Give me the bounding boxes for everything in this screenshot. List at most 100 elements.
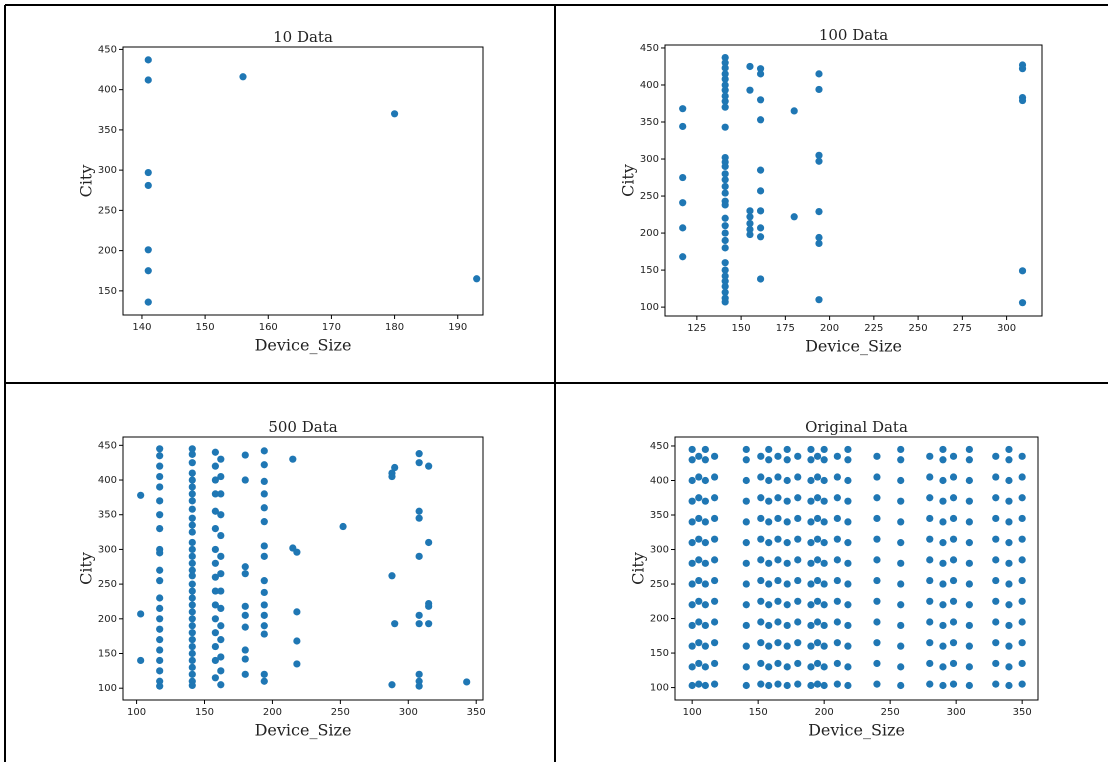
scatter-point: [815, 296, 823, 304]
scatter-point: [926, 473, 934, 481]
scatter-point: [765, 642, 773, 650]
scatter-point: [949, 639, 958, 647]
scatter-point: [721, 298, 729, 306]
scatter-point: [260, 518, 268, 526]
scatter-point: [711, 514, 719, 523]
scatter-point: [217, 681, 225, 689]
scatter-point: [992, 618, 1000, 626]
scatter-point: [992, 639, 1000, 647]
scatter-point: [1018, 659, 1026, 668]
scatter-point: [897, 580, 905, 588]
scatter-point: [757, 639, 765, 647]
scatter-point: [746, 62, 754, 71]
scatter-point: [926, 576, 934, 585]
scatter-point: [742, 445, 750, 454]
scatter-point: [939, 476, 947, 485]
scatter-point: [844, 642, 852, 650]
scatter-point: [949, 680, 958, 688]
scatter-point: [260, 611, 268, 619]
scatter-point: [156, 566, 164, 574]
chart-title: 10 Data: [273, 28, 333, 46]
scatter-point: [721, 70, 729, 78]
x-tick-label: 200: [263, 707, 282, 718]
scatter-point: [926, 494, 934, 502]
scatter-point: [765, 663, 773, 671]
y-axis-label: City: [629, 552, 648, 585]
scatter-point: [721, 176, 729, 184]
scatter-point: [425, 620, 433, 628]
x-axis-label: Device_Size: [255, 721, 352, 740]
scatter-point: [239, 73, 247, 81]
scatter-point: [807, 456, 815, 464]
scatter-point: [260, 490, 268, 498]
scatter-point: [217, 511, 225, 519]
scatter-point: [756, 224, 765, 232]
scatter-point: [260, 542, 268, 550]
y-tick-label: 200: [650, 614, 669, 625]
scatter-point: [813, 452, 822, 460]
y-tick-label: 450: [98, 440, 117, 451]
scatter-point: [188, 670, 196, 678]
scatter-point: [293, 660, 301, 668]
y-tick-label: 150: [98, 649, 117, 660]
scatter-point: [833, 494, 841, 502]
scatter-point: [701, 580, 709, 588]
scatter-point: [711, 556, 719, 564]
scatter-point: [949, 473, 958, 481]
axes-frame: [122, 436, 484, 701]
scatter-point: [679, 224, 687, 232]
scatter-point: [1018, 494, 1026, 502]
scatter-point: [156, 462, 164, 470]
axes-frame: [674, 436, 1039, 701]
scatter-point: [188, 514, 196, 522]
scatter-point: [211, 490, 219, 498]
scatter-point: [695, 514, 703, 523]
scatter-point: [188, 476, 196, 484]
scatter-point: [939, 580, 947, 588]
scatter-point: [721, 272, 729, 280]
scatter-point: [756, 207, 765, 215]
scatter-point: [1018, 597, 1026, 605]
y-tick-label: 450: [640, 43, 659, 54]
scatter-point: [949, 535, 958, 543]
scatter-point: [188, 521, 196, 529]
scatter-point: [873, 659, 881, 668]
scatter-point: [721, 236, 729, 245]
scatter-point: [1005, 621, 1013, 630]
scatter-point: [774, 494, 782, 502]
scatter-point: [873, 680, 881, 688]
scatter-point: [774, 452, 782, 460]
scatter-point: [949, 576, 958, 585]
y-tick-label: 200: [640, 228, 659, 239]
scatter-point: [711, 597, 719, 605]
scatter-point: [711, 473, 719, 481]
scatter-point: [241, 646, 249, 654]
scatter-point: [965, 681, 973, 690]
y-axis-label: City: [619, 164, 638, 197]
y-tick-label: 250: [650, 579, 669, 590]
x-tick-label: 350: [1013, 707, 1032, 718]
scatter-point: [695, 639, 703, 647]
scatter-point: [217, 653, 225, 661]
scatter-point: [939, 621, 947, 630]
scatter-point: [388, 572, 396, 580]
scatter-point: [774, 680, 782, 688]
chart-title: 100 Data: [819, 26, 888, 44]
scatter-point: [211, 559, 219, 567]
scatter-point: [757, 556, 765, 564]
scatter-point: [897, 621, 905, 630]
scatter-point: [765, 681, 773, 690]
scatter-point: [701, 518, 709, 526]
scatter-point: [711, 680, 719, 688]
chart-title: 500 Data: [268, 418, 337, 436]
scatter-point: [701, 497, 709, 505]
scatter-point: [695, 680, 703, 688]
scatter-point: [711, 659, 719, 668]
chart-panel: Original Data Device_Size City 100 150 200 250…: [629, 418, 1039, 740]
scatter-point: [783, 497, 791, 505]
scatter-point: [746, 219, 754, 228]
scatter-point: [388, 472, 396, 481]
x-tick-label: 150: [732, 323, 751, 334]
scatter-point: [137, 656, 145, 665]
scatter-point: [965, 559, 973, 567]
